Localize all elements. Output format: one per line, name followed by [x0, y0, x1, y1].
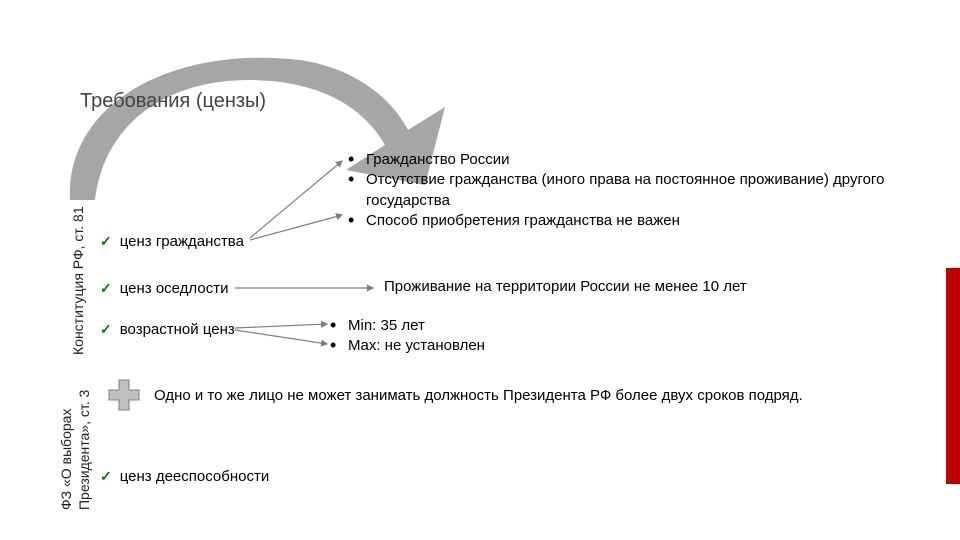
plus-icon — [107, 378, 141, 412]
age-min: Min: 35 лет — [330, 316, 485, 336]
qualification-capacity-label: ценз дееспособности — [100, 468, 269, 485]
page-title: Требования (цензы) — [80, 90, 266, 113]
qualification-age: возрастной ценз — [100, 321, 235, 338]
connector-residency — [235, 278, 380, 298]
residency-detail: Проживание на территории России не менее… — [384, 278, 747, 295]
sidebar-fz-line2: Президента», ст. 3 — [76, 390, 92, 510]
qualification-citizenship: ценз гражданства — [100, 233, 244, 250]
slide: Требования (цензы) Конституция РФ, ст. 8… — [0, 0, 960, 540]
citizenship-item-3: Способ приобретения гражданства не важен — [348, 211, 908, 231]
qualification-citizenship-label: ценз гражданства — [100, 233, 244, 250]
age-details: Min: 35 лет Max: не установлен — [330, 316, 485, 357]
citizenship-item-1: Гражданство России — [348, 150, 908, 170]
sidebar-fz-line1: ФЗ «О выборах — [58, 409, 74, 510]
sidebar-constitution-label: Конституция РФ, ст. 81 — [70, 206, 86, 355]
connector-age — [235, 320, 335, 350]
citizenship-item-2: Отсутствие гражданства (иного права на п… — [348, 170, 908, 211]
connector-citizenship — [250, 155, 350, 245]
accent-stripe — [946, 268, 960, 484]
qualification-residency: ценз оседлости — [100, 280, 228, 297]
term-limit-note: Одно и то же лицо не может занимать долж… — [154, 387, 803, 404]
citizenship-details: Гражданство России Отсутствие гражданств… — [348, 150, 908, 231]
qualification-capacity: ценз дееспособности — [100, 468, 269, 485]
qualification-age-label: возрастной ценз — [100, 321, 235, 338]
qualification-residency-label: ценз оседлости — [100, 280, 228, 297]
age-max: Max: не установлен — [330, 336, 485, 356]
